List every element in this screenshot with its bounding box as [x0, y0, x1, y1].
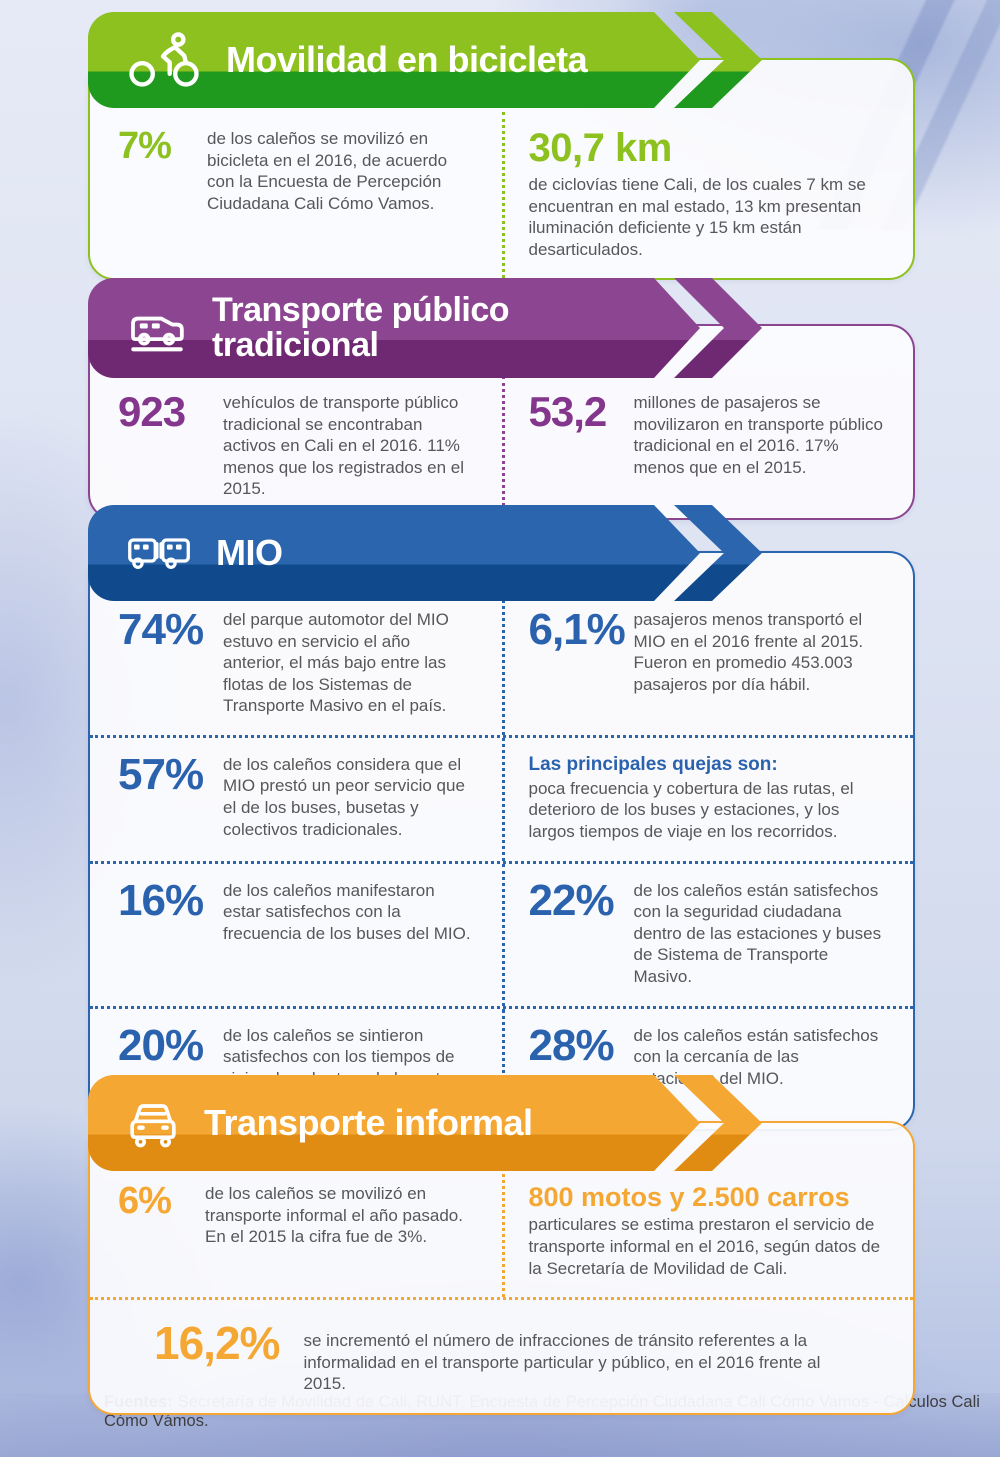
section-header: MIO [88, 505, 762, 601]
stat-value: 74% [118, 605, 204, 654]
section-movilidad-en-bicicleta: Movilidad en bicicleta 7% de los caleños… [88, 12, 915, 281]
section-transporte-informal: Transporte informal 6% de los caleños se… [88, 1075, 915, 1415]
stat-row: 16% de los caleños manifestaron estar sa… [90, 860, 914, 1006]
stat-vehicles: 923 vehículos de transporte público trad… [90, 376, 502, 518]
stat-worse-service: 57% de los caleños considera que el MIO … [90, 738, 502, 861]
section-title: Transporte informal [204, 1102, 533, 1144]
stat-value: 16% [118, 875, 204, 925]
section-title: Transporte público tradicional [212, 290, 510, 364]
van-icon [126, 304, 188, 352]
stat-fewer-passengers: 6,1% pasajeros menos transportó el MIO e… [501, 593, 914, 735]
header-ribbon: Transporte informal [88, 1075, 700, 1171]
stat-value: 6% [118, 1180, 172, 1222]
stat-text: particulares se estima prestaron el serv… [528, 1215, 881, 1278]
stat-text: de los caleños están satisfechos con la … [633, 880, 882, 986]
stat-headline: 800 motos y 2.500 carros [528, 1182, 850, 1212]
stat-value: 20% [118, 1020, 204, 1070]
stat-row: 923 vehículos de transporte público trad… [90, 376, 913, 518]
stat-security-satisfaction: 22% de los caleños están satisfechos con… [501, 863, 914, 1006]
stat-text: vehículos de transporte público tradicio… [223, 393, 464, 499]
section-header: Transporte informal [88, 1075, 762, 1171]
stat-text: se incrementó el número de infracciones … [303, 1331, 821, 1394]
section-header: Movilidad en bicicleta [88, 12, 762, 108]
section-mio: MIO 74% del parque automotor del MIO est… [88, 505, 915, 1131]
section-title: MIO [216, 532, 283, 574]
stat-value: 53,2 [528, 388, 608, 435]
stat-value: 57% [118, 749, 204, 799]
stat-text: millones de pasajeros se movilizaron en … [633, 393, 883, 477]
car-icon [126, 1098, 180, 1148]
complaints-text: poca frecuencia y cobertura de las rutas… [528, 778, 854, 842]
stat-value: 7% [118, 125, 172, 167]
stat-bike-share: 7% de los caleños se movilizó en bicicle… [90, 112, 502, 278]
header-ribbon: Movilidad en bicicleta [88, 12, 700, 108]
stat-text: de los caleños manifestaron estar satisf… [223, 880, 471, 943]
stat-headline: 30,7 km [528, 126, 673, 170]
main-complaints: Las principales quejas son: poca frecuen… [501, 737, 914, 861]
stat-bike-lanes: 30,7 km de ciclovías tiene Cali, de los … [501, 112, 914, 279]
header-ribbon: Transporte público tradicional [88, 278, 700, 378]
section-transporte-publico-tradicional: Transporte público tradicional 923 vehíc… [88, 278, 915, 520]
section-title: Movilidad en bicicleta [226, 39, 588, 81]
stat-text: de los caleños se movilizó en bicicleta … [207, 129, 448, 213]
stat-text: pasajeros menos transportó el MIO en el … [633, 610, 864, 694]
section-card: 74% del parque automotor del MIO estuvo … [88, 551, 915, 1131]
stat-text: de ciclovías tiene Cali, de los cuales 7… [528, 175, 866, 259]
articulated-bus-icon [126, 534, 192, 573]
stat-text: del parque automotor del MIO estuvo en s… [223, 610, 449, 716]
stat-row: 57% de los caleños considera que el MIO … [90, 734, 914, 861]
stat-fleet-service: 74% del parque automotor del MIO estuvo … [90, 593, 502, 735]
bicycle-icon [126, 32, 202, 89]
stat-informal-share: 6% de los caleños se movilizó en transpo… [90, 1167, 502, 1297]
header-ribbon: MIO [88, 505, 700, 601]
stat-value: 28% [528, 1020, 615, 1070]
complaints-title: Las principales quejas son: [528, 753, 778, 775]
stat-row: 74% del parque automotor del MIO estuvo … [90, 593, 913, 735]
stat-passengers: 53,2 millones de pasajeros se movilizaro… [501, 376, 914, 518]
stat-text: de los caleños se movilizó en transporte… [205, 1184, 463, 1247]
stat-value: 16,2% [154, 1317, 280, 1370]
stat-informal-vehicles: 800 motos y 2.500 carros particulares se… [501, 1167, 914, 1298]
stat-value: 6,1% [528, 605, 626, 654]
stat-row: 6% de los caleños se movilizó en transpo… [90, 1167, 914, 1298]
stat-infractions: 16,2% se incrementó el número de infracc… [90, 1300, 913, 1413]
stat-value: 22% [528, 875, 615, 925]
stat-text: de los caleños considera que el MIO pres… [223, 754, 465, 839]
section-header: Transporte público tradicional [88, 278, 762, 378]
stat-row: 16,2% se incrementó el número de infracc… [90, 1297, 913, 1413]
stat-value: 923 [118, 388, 186, 435]
stat-row: 7% de los caleños se movilizó en bicicle… [90, 112, 914, 279]
stat-frequency-satisfaction: 16% de los caleños manifestaron estar sa… [90, 864, 502, 1006]
